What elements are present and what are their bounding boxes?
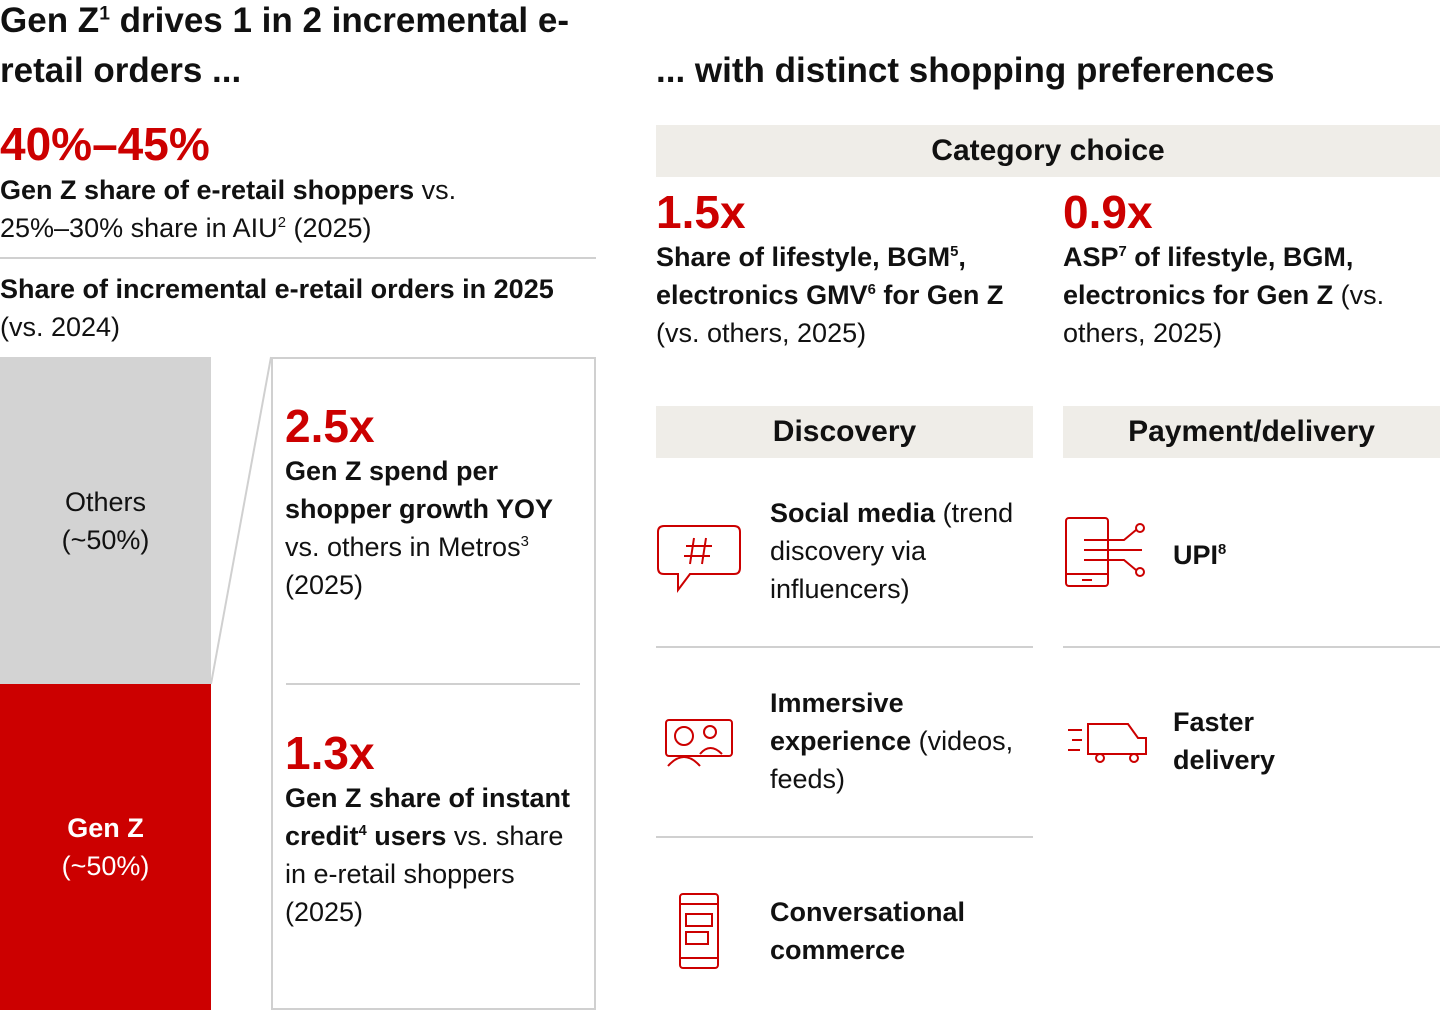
text-run: Gen Z share of instant credit	[285, 783, 571, 851]
divider	[656, 836, 1033, 838]
stat-value: 40%–45%	[0, 118, 210, 170]
text-run: vs. others in Metros	[285, 532, 521, 562]
text-run: (trend discovery via influencers)	[770, 498, 1014, 604]
text-run: Conversational commerce	[770, 897, 966, 965]
stat-text: Gen Z share of e-retail shoppers vs. 25%…	[0, 171, 510, 247]
text-run: Share of lifestyle, BGM	[656, 242, 951, 272]
stat-text: Share of lifestyle, BGM5, electronics GM…	[656, 238, 1041, 352]
text-run: (2025)	[285, 570, 364, 600]
callout-text: Gen Z share of instant credit4 users vs.…	[285, 779, 575, 931]
text-run: Gen Z share of e-retail shoppers	[0, 175, 415, 205]
text-run: 3	[520, 534, 529, 550]
icon-social	[657, 525, 741, 593]
text-run: (vs. others, 2025)	[1063, 280, 1385, 348]
text-run: (vs. others, 2025)	[656, 318, 867, 348]
text-run: (vs. 2024)	[0, 312, 121, 342]
item-text: Faster delivery	[1173, 703, 1333, 779]
text-run: Gen Z	[0, 1, 100, 40]
item-text: Conversational commerce	[770, 893, 1030, 969]
text-run: Immersive experience	[770, 688, 912, 756]
callout-text: Gen Z spend per shopper growth YOY vs. o…	[285, 452, 575, 604]
stat-value: 1.5x	[656, 186, 746, 238]
item-text: UPI8	[1173, 536, 1423, 574]
text-run: (2025)	[285, 213, 372, 243]
bar-segment: Gen Z (~50%)	[0, 684, 211, 1010]
divider	[656, 646, 1033, 648]
item-text: Immersive experience (videos, feeds)	[770, 684, 1025, 798]
icon-chat	[679, 893, 719, 969]
segment-label: Others	[64, 486, 147, 517]
text-run: 2	[277, 215, 286, 231]
section-header: Payment/delivery	[1063, 406, 1440, 458]
text-run: 5	[950, 244, 959, 260]
text-run: of lifestyle, BGM, electronics for Gen Z	[1063, 242, 1354, 310]
stat-text: ASP7 of lifestyle, BGM, electronics for …	[1063, 238, 1423, 352]
text-run: Social media	[770, 498, 936, 528]
left-title: Gen Z1 drives 1 in 2 incremental e-retai…	[0, 0, 610, 96]
text-run: 7	[1118, 244, 1127, 260]
text-run: 6	[867, 282, 876, 298]
section-header: Category choice	[656, 125, 1440, 177]
divider	[0, 257, 596, 259]
text-run: 1	[99, 3, 110, 25]
divider	[1063, 646, 1440, 648]
text-run: Faster delivery	[1173, 707, 1276, 775]
text-run: , electronics GMV	[656, 242, 966, 310]
text-run: 8	[1218, 542, 1227, 558]
text-run: for Gen Z	[875, 280, 1004, 310]
text-run: vs. share in e-retail shoppers (2025)	[285, 821, 564, 927]
text-run: drives 1 in 2 incremental e-retail order…	[0, 1, 569, 90]
stat-value: 0.9x	[1063, 186, 1153, 238]
section-header: Discovery	[656, 406, 1033, 458]
callout-value: 1.3x	[285, 727, 375, 779]
segment-share: (~50%)	[61, 851, 150, 881]
text-run: 4	[358, 823, 367, 839]
text-run: UPI	[1173, 540, 1219, 570]
segment-share: (~50%)	[61, 524, 150, 555]
text-run: users	[366, 821, 447, 851]
icon-upi	[1065, 517, 1145, 587]
right-title: ... with distinct shopping preferences	[656, 51, 1275, 90]
text-run: vs. 25%–30% share in AIU	[0, 175, 457, 243]
text-run: Gen Z spend per shopper growth YOY	[285, 456, 554, 524]
text-run: ASP	[1063, 242, 1119, 272]
item-text: Social media (trend discovery via influe…	[770, 494, 1025, 608]
segment-label: Gen Z	[67, 813, 144, 843]
icon-immersive	[665, 719, 733, 767]
icon-delivery	[1068, 723, 1147, 763]
callout-value: 2.5x	[285, 400, 375, 452]
text-run: (videos, feeds)	[770, 726, 1014, 794]
bar-segment: Others (~50%)	[0, 357, 211, 684]
callout-frame	[210, 356, 596, 1010]
chart-heading: Share of incremental e-retail orders in …	[0, 270, 580, 346]
text-run: Share of incremental e-retail orders in …	[0, 274, 554, 304]
